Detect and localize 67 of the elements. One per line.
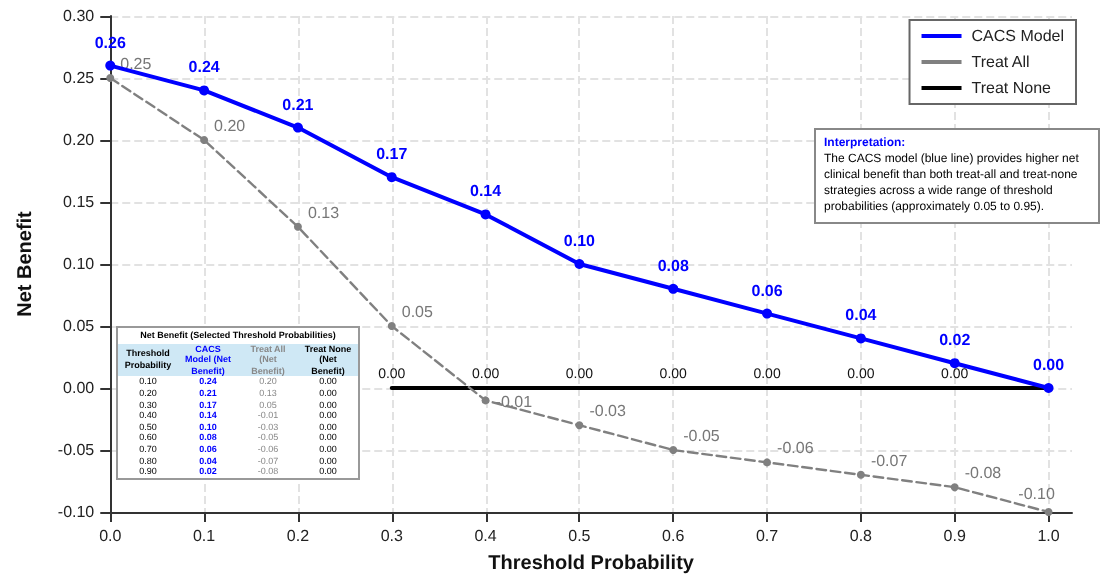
data-label: -0.10 <box>1018 485 1056 503</box>
y-tick-label: 0.25 <box>63 69 96 87</box>
y-tick-label: 0.10 <box>63 255 96 273</box>
point <box>106 74 115 82</box>
point <box>575 421 584 430</box>
x-tick-label: 1.0 <box>1037 527 1061 545</box>
point <box>481 396 490 405</box>
y-axis-title: Net Benefit <box>15 209 37 317</box>
data-label: 0.08 <box>657 256 690 275</box>
point <box>1044 508 1053 516</box>
data-label: -0.08 <box>964 464 1003 483</box>
data-label: 0.06 <box>751 281 784 300</box>
point <box>386 172 397 183</box>
x-tick-label: 0.2 <box>286 527 311 545</box>
point <box>856 470 865 479</box>
point <box>668 283 679 294</box>
data-label: 0.13 <box>307 203 341 222</box>
legend-label: Treat All <box>971 53 1031 71</box>
x-tick-label: 0.1 <box>192 527 217 545</box>
data-label: 0.21 <box>282 95 315 114</box>
x-tick-label: 0.9 <box>943 527 967 545</box>
y-tick-label: 0.00 <box>63 379 96 397</box>
y-tick-label: 0.15 <box>63 193 96 211</box>
point <box>669 446 678 454</box>
legend-label: CACS Model <box>971 27 1065 45</box>
x-tick-label: 0.6 <box>662 527 686 545</box>
point <box>387 322 396 330</box>
x-axis-title: Threshold Probability <box>488 552 695 575</box>
point <box>200 136 209 144</box>
point <box>199 85 210 96</box>
x-tick-label: 0.5 <box>568 527 592 545</box>
x-tick-label: 0.7 <box>755 527 780 545</box>
data-label: -0.05 <box>683 427 721 445</box>
data-label: 0.20 <box>214 117 247 135</box>
point <box>292 122 303 133</box>
legend-label: Treat None <box>971 79 1053 97</box>
x-tick-label: 0.0 <box>99 527 123 545</box>
y-tick-label: -0.05 <box>57 441 96 459</box>
point <box>1043 383 1054 393</box>
x-tick-label: 0.3 <box>380 527 404 545</box>
y-tick-label: 0.20 <box>63 131 96 149</box>
point <box>949 358 960 369</box>
point <box>950 483 959 492</box>
data-label: 0.17 <box>376 145 409 164</box>
data-label: 0.04 <box>845 306 878 325</box>
data-label: -0.07 <box>870 451 909 470</box>
y-tick-label: -0.10 <box>57 503 96 521</box>
data-label: -0.06 <box>777 439 815 458</box>
data-label: -0.01 <box>495 393 534 412</box>
x-tick-label: 0.4 <box>474 527 498 545</box>
x-tick-label: 0.8 <box>849 527 874 545</box>
data-label: 0.02 <box>939 331 972 350</box>
data-label: 0.24 <box>188 58 221 77</box>
point <box>480 209 491 220</box>
data-label: 0.14 <box>470 182 503 201</box>
data-label: 0.00 <box>1032 356 1066 374</box>
y-tick-label: 0.05 <box>63 317 96 335</box>
y-tick-label: 0.30 <box>63 7 96 25</box>
data-label: 0.05 <box>401 303 434 321</box>
point <box>763 458 772 467</box>
point <box>762 308 773 319</box>
point <box>855 333 866 344</box>
point <box>293 222 302 231</box>
data-label: -0.03 <box>589 402 627 421</box>
data-label: 0.10 <box>563 232 597 250</box>
point <box>574 259 585 269</box>
point <box>105 60 116 71</box>
